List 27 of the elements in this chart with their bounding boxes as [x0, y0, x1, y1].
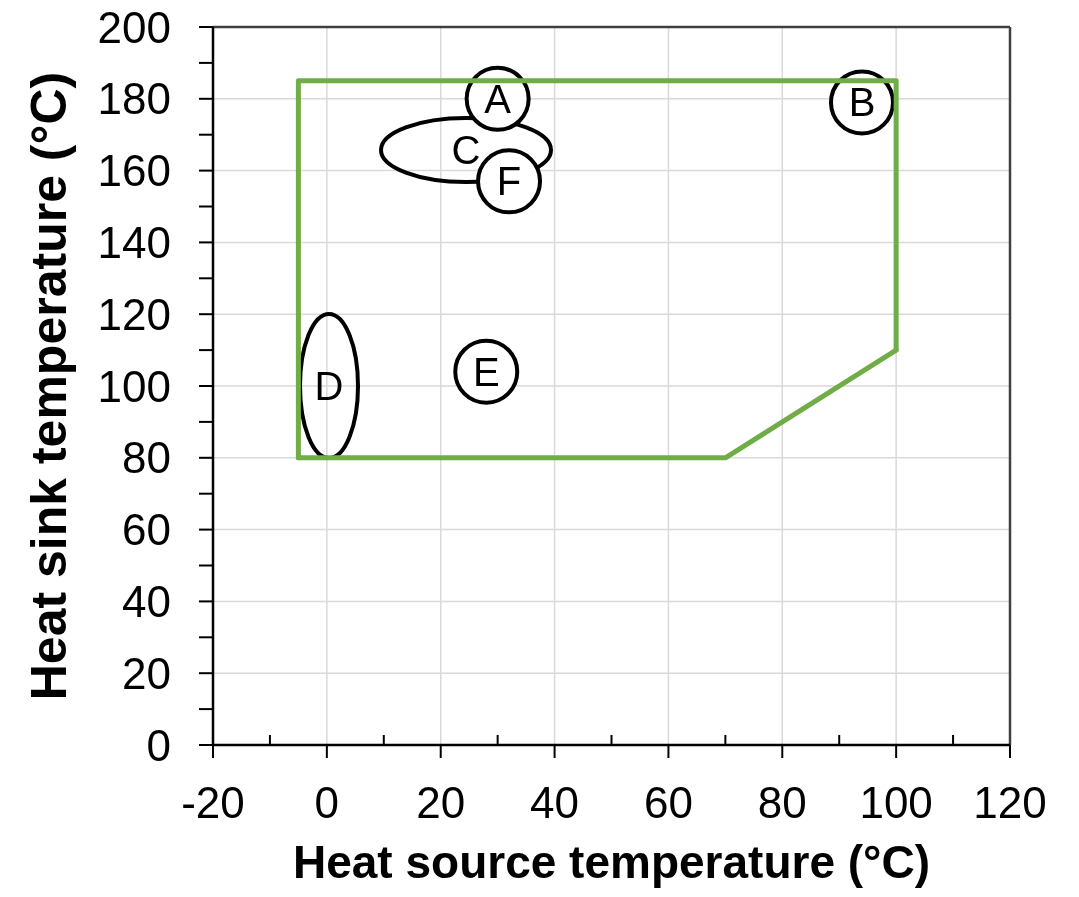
- y-tick-label: 180: [97, 74, 171, 124]
- annotation: F: [496, 159, 522, 204]
- y-tick-label: 60: [122, 505, 171, 555]
- y-tick-label: 80: [122, 433, 171, 483]
- x-tick-label: 40: [530, 778, 580, 827]
- x-tick-label: 120: [973, 778, 1047, 827]
- y-tick-label: 0: [146, 720, 171, 770]
- y-tick-label: 20: [122, 648, 171, 698]
- annotation: B: [848, 80, 876, 125]
- x-tick-label: 100: [859, 778, 933, 827]
- y-tick-label: 200: [97, 2, 171, 52]
- y-tick-label: 140: [97, 217, 171, 267]
- x-tick-label: 0: [314, 778, 340, 827]
- y-tick-label: 100: [97, 361, 171, 411]
- y-tick-label: 120: [97, 289, 171, 339]
- x-tick-label: 20: [416, 778, 466, 827]
- x-tick-label: 80: [757, 778, 807, 827]
- annotation: D: [314, 364, 344, 408]
- annotation: C: [451, 128, 481, 172]
- y-tick-label: 160: [97, 146, 171, 196]
- annotation: E: [472, 349, 500, 394]
- x-axis-title: Heat source temperature (°C): [292, 836, 931, 888]
- y-tick-label: 40: [122, 576, 171, 626]
- y-axis-title: Heat sink temperature (°C): [21, 71, 77, 701]
- x-tick-label: 60: [643, 778, 693, 827]
- annotation: A: [484, 76, 512, 121]
- x-tick-label: -20: [181, 778, 245, 827]
